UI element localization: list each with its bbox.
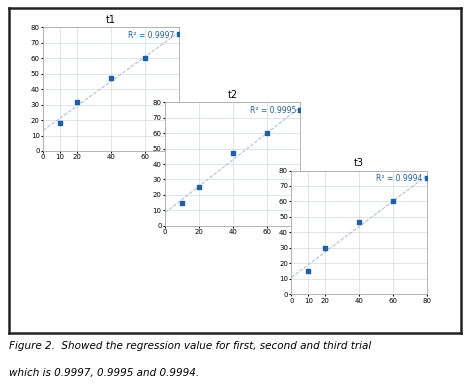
Point	[175, 31, 182, 37]
Text: R² = 0.9997: R² = 0.9997	[128, 31, 174, 40]
Title: t3: t3	[354, 158, 364, 168]
Point	[389, 198, 397, 205]
Point	[141, 55, 149, 62]
Point	[73, 98, 81, 105]
Point	[297, 107, 304, 113]
Point	[355, 218, 363, 225]
Point	[321, 245, 329, 251]
Point	[263, 130, 270, 136]
Text: which is 0.9997, 0.9995 and 0.9994.: which is 0.9997, 0.9995 and 0.9994.	[9, 368, 200, 379]
Point	[107, 75, 115, 82]
Title: t1: t1	[106, 15, 116, 25]
Text: Figure 2.  Showed the regression value for first, second and third trial: Figure 2. Showed the regression value fo…	[9, 341, 372, 351]
Text: R² = 0.9995: R² = 0.9995	[250, 106, 297, 115]
Point	[305, 268, 312, 274]
Title: t2: t2	[227, 90, 238, 100]
Point	[229, 150, 236, 156]
Point	[195, 184, 203, 191]
Point	[178, 200, 186, 206]
Point	[56, 120, 64, 126]
Point	[423, 175, 431, 181]
Text: R² = 0.9994: R² = 0.9994	[376, 174, 423, 183]
